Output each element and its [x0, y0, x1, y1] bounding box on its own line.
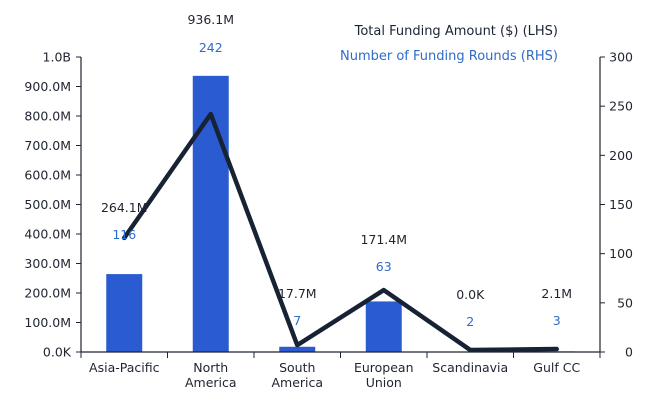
legend-rounds-label: Number of Funding Rounds (RHS) [340, 49, 558, 64]
rounds-data-label: 63 [376, 259, 392, 274]
left-tick-label: 1.0B [43, 50, 71, 65]
left-tick-label: 100.0M [24, 315, 71, 330]
right-tick-label: 100 [609, 246, 633, 261]
left-tick-label: 600.0M [24, 168, 71, 183]
amount-data-label: 171.4M [360, 232, 407, 247]
category-label: Union [366, 375, 402, 390]
rounds-series [122, 111, 559, 353]
category-label: South [279, 360, 315, 375]
x-axis: Asia-Pacific NorthAmericaSouthAmericaEuro… [80, 351, 601, 390]
left-axis: 0.0K 100.0M 200.0M 300.0M 400.0M 500.0M 600.0M… [24, 50, 82, 360]
amount-data-label: 17.7M [278, 286, 317, 301]
left-tick-label: 800.0M [24, 109, 71, 124]
amount-data-label: 936.1M [187, 12, 234, 27]
category-label: European [354, 360, 414, 375]
rounds-data-label: 2 [466, 314, 474, 329]
funding-bar [192, 75, 229, 353]
amount-data-label: 2.1M [541, 286, 572, 301]
rounds-data-labels: 116 242 7 63 2 3 [112, 40, 560, 329]
category-label: Scandinavia [432, 360, 508, 375]
right-tick-label: 250 [609, 99, 633, 114]
rounds-data-label: 3 [553, 313, 561, 328]
funding-bar [106, 274, 143, 352]
left-tick-label: 200.0M [24, 286, 71, 301]
funding-bar [279, 346, 316, 352]
right-tick-label: 150 [609, 197, 633, 212]
right-tick-label: 0 [625, 345, 633, 360]
funding-bar [365, 301, 402, 352]
rounds-line [122, 111, 559, 353]
left-tick-label: 500.0M [24, 197, 71, 212]
legend-amount-label: Total Funding Amount ($) (LHS) [354, 24, 558, 39]
right-axis: 0 50 100 150 200 250 300 [599, 50, 633, 360]
rounds-data-label: 7 [293, 313, 301, 328]
right-tick-label: 300 [609, 50, 633, 65]
left-tick-label: 900.0M [24, 79, 71, 94]
category-label: North [193, 360, 228, 375]
left-tick-label: 300.0M [24, 256, 71, 271]
bars-series [106, 75, 575, 353]
category-label: Gulf CC [533, 360, 580, 375]
category-label: America [271, 375, 323, 390]
rounds-data-label: 242 [199, 40, 223, 55]
amount-data-labels: 264.1M 936.1M 17.7M 171.4M 0.0K 2.1M [101, 12, 572, 302]
rounds-data-label: 116 [112, 227, 136, 242]
category-label: Asia-Pacific [89, 360, 160, 375]
left-tick-label: 0.0K [43, 345, 72, 360]
category-label: America [185, 375, 237, 390]
right-tick-label: 200 [609, 148, 633, 163]
left-tick-label: 400.0M [24, 227, 71, 242]
left-tick-label: 700.0M [24, 138, 71, 153]
amount-data-label: 0.0K [456, 287, 485, 302]
amount-data-label: 264.1M [101, 200, 148, 215]
legend: Total Funding Amount ($) (LHS) Number of… [340, 24, 558, 64]
right-tick-label: 50 [617, 295, 633, 310]
